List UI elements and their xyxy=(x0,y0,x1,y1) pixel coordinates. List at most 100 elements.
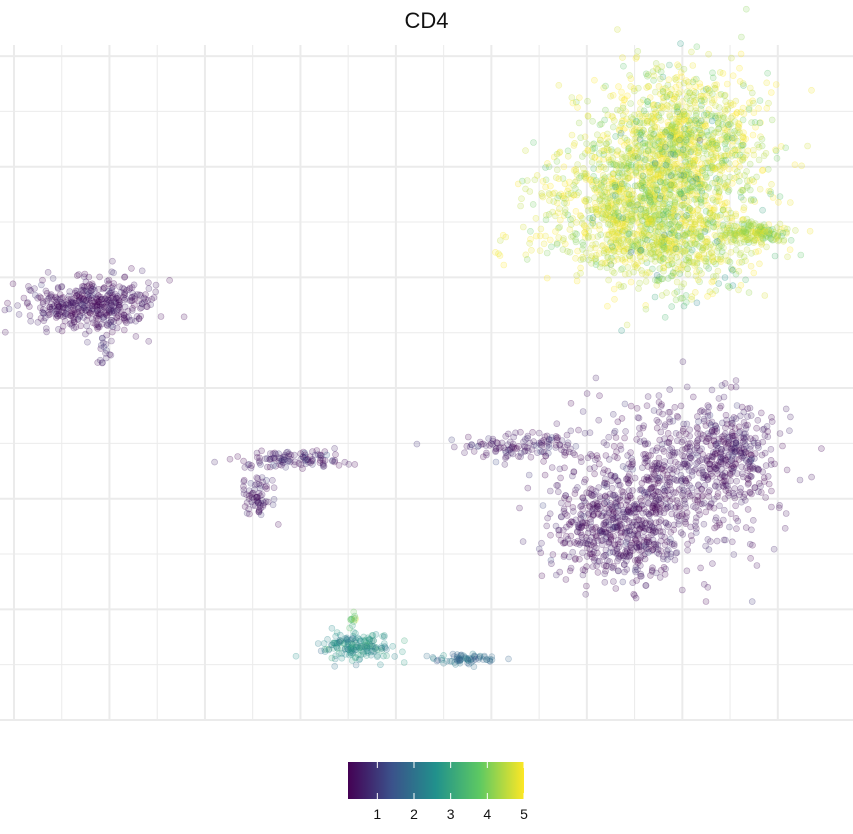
cell-point xyxy=(722,145,730,153)
cell-point xyxy=(115,303,123,311)
cell-point xyxy=(694,115,701,123)
cell-point xyxy=(573,272,581,279)
cell-point xyxy=(544,160,551,167)
cell-point xyxy=(659,94,667,102)
cell-point xyxy=(678,137,686,145)
cell-point xyxy=(714,154,721,162)
cell-point xyxy=(699,169,706,176)
cell-point xyxy=(608,243,616,250)
cell-point xyxy=(644,82,652,90)
cell-point xyxy=(644,98,651,105)
cell-point xyxy=(657,146,665,154)
cell-point xyxy=(319,460,327,467)
cell-point xyxy=(256,459,263,466)
cell-point xyxy=(678,112,686,119)
cell-point xyxy=(721,106,729,113)
cell-point xyxy=(606,502,614,509)
cell-point xyxy=(689,165,696,173)
cell-point xyxy=(735,267,743,275)
cell-point xyxy=(739,153,747,161)
cell-point xyxy=(728,538,736,546)
cell-point xyxy=(603,533,610,540)
cell-point xyxy=(672,133,680,141)
cell-point xyxy=(643,84,651,91)
cell-point xyxy=(685,118,693,125)
cell-point xyxy=(634,515,642,523)
cell-point xyxy=(39,300,47,307)
cell-point xyxy=(638,217,646,224)
cell-point xyxy=(716,111,724,119)
cell-point xyxy=(701,96,708,103)
cell-point xyxy=(665,126,673,133)
cell-point xyxy=(727,383,735,391)
cell-point xyxy=(621,153,629,161)
cell-point xyxy=(773,155,781,162)
cell-point xyxy=(663,168,670,175)
cell-point xyxy=(695,418,702,425)
cell-point xyxy=(696,215,704,222)
cell-point xyxy=(43,328,50,336)
cell-point xyxy=(733,402,741,409)
cell-point xyxy=(749,146,757,154)
cell-point xyxy=(629,154,637,162)
cell-point xyxy=(639,509,647,517)
cell-point xyxy=(617,551,625,559)
cell-point xyxy=(683,383,691,391)
cell-point xyxy=(740,419,748,426)
cell-point xyxy=(145,285,153,292)
cell-point xyxy=(685,164,693,171)
cell-point xyxy=(605,456,613,463)
cell-point xyxy=(753,173,760,181)
cell-point xyxy=(685,130,693,137)
cell-point xyxy=(658,292,666,299)
cell-point xyxy=(646,168,653,176)
cell-point xyxy=(692,525,700,532)
cell-point xyxy=(713,142,721,149)
cell-point xyxy=(653,65,660,72)
cell-point xyxy=(152,288,159,296)
cell-point xyxy=(520,438,527,446)
cell-point xyxy=(673,514,681,521)
cell-point xyxy=(734,123,742,130)
cell-point xyxy=(578,522,586,530)
cell-point xyxy=(741,154,748,162)
cell-point xyxy=(648,147,656,154)
cell-point xyxy=(698,131,705,139)
cell-point xyxy=(681,232,689,239)
cell-point xyxy=(660,245,668,252)
cell-point xyxy=(791,161,799,168)
cell-point xyxy=(714,120,722,128)
cell-point xyxy=(166,276,173,284)
cell-point xyxy=(631,260,638,268)
cell-point xyxy=(716,193,723,201)
cell-point xyxy=(628,147,635,155)
cell-point xyxy=(654,172,662,179)
cell-point xyxy=(400,659,408,666)
cell-point xyxy=(553,158,561,165)
cell-point xyxy=(314,640,322,647)
cell-point xyxy=(683,88,691,95)
cell-point xyxy=(115,296,122,304)
cell-point xyxy=(255,506,263,514)
cell-point xyxy=(226,455,234,463)
cell-point xyxy=(652,447,660,454)
cell-point xyxy=(558,513,565,521)
cell-point xyxy=(721,140,729,148)
cell-point xyxy=(581,429,589,437)
cell-point xyxy=(306,453,314,461)
cell-point xyxy=(679,427,687,435)
cell-point xyxy=(685,206,693,214)
cell-point xyxy=(745,104,753,112)
cell-point xyxy=(682,463,690,471)
cell-point xyxy=(667,503,675,511)
cell-point xyxy=(351,461,359,468)
cell-point xyxy=(714,119,722,126)
cell-point xyxy=(688,484,696,492)
cell-point xyxy=(762,462,770,469)
cell-point xyxy=(588,158,596,166)
cell-point xyxy=(689,178,696,185)
cell-point xyxy=(610,578,617,585)
cell-point xyxy=(535,429,543,437)
cell-point xyxy=(705,488,712,496)
cell-point xyxy=(629,154,637,161)
